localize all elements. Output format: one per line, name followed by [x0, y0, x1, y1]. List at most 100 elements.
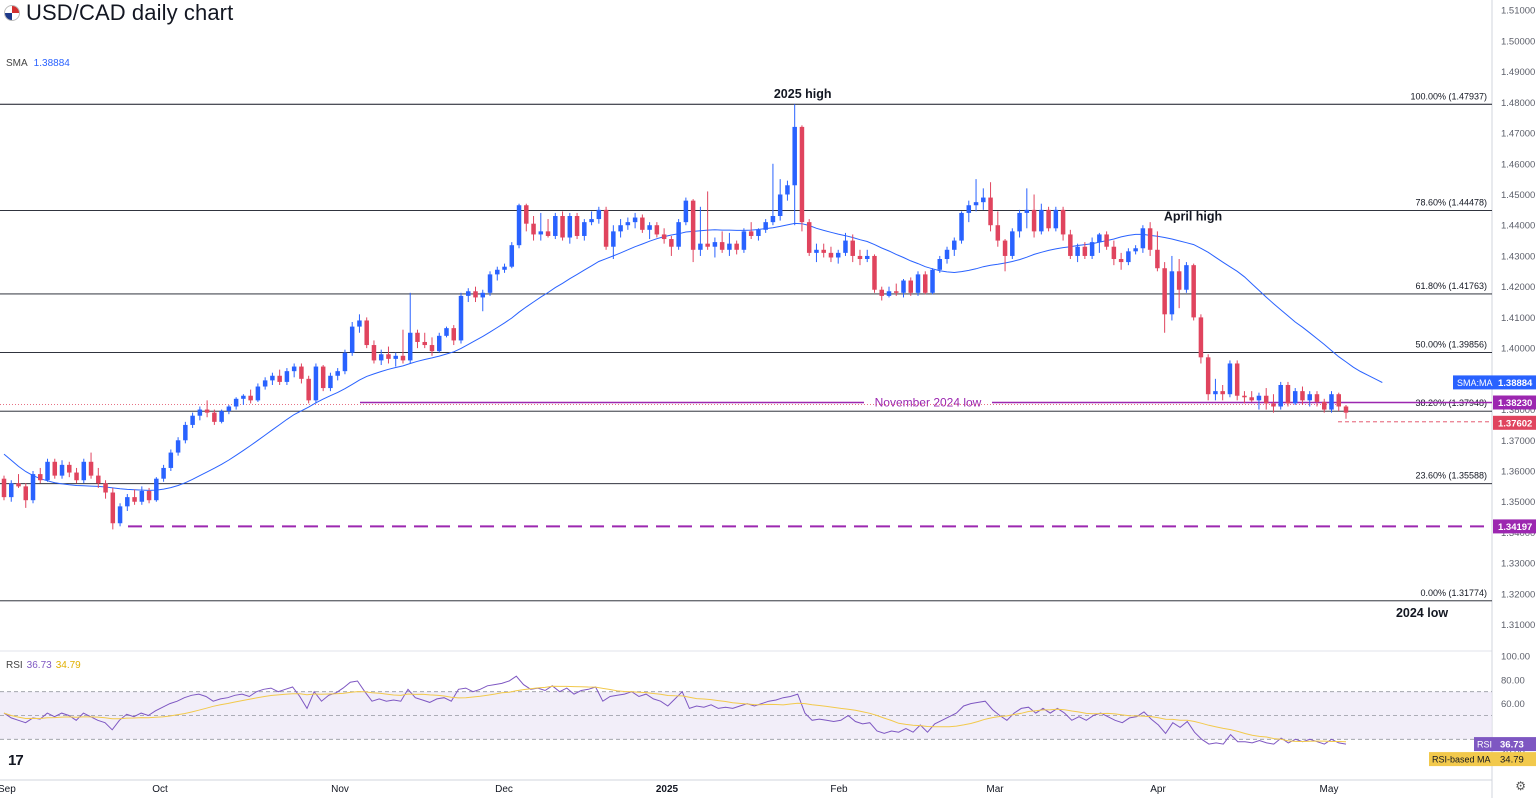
candle — [1263, 388, 1269, 410]
candle — [23, 483, 29, 508]
candle — [1256, 392, 1262, 410]
candle-body — [320, 366, 326, 389]
candle — [879, 286, 884, 301]
price-tick-label: 1.42000 — [1501, 282, 1535, 293]
candle — [9, 480, 14, 502]
candle — [952, 237, 957, 256]
candle — [1017, 209, 1022, 238]
candle — [146, 487, 152, 504]
november-low-label: November 2024 low — [875, 395, 982, 409]
candle — [1242, 391, 1247, 404]
candle-body — [270, 375, 275, 381]
candle — [756, 228, 761, 241]
candle — [1249, 391, 1254, 402]
candle — [944, 246, 950, 264]
candle — [857, 249, 863, 266]
rsi-tick-label: 60.00 — [1501, 699, 1525, 710]
candle-body — [901, 280, 906, 293]
price-tick-label: 1.37000 — [1501, 436, 1535, 447]
candle-body — [879, 289, 884, 296]
candle — [538, 212, 544, 241]
candle-body — [277, 375, 282, 382]
candle — [1126, 248, 1131, 266]
candle-body — [96, 475, 101, 484]
candle-body — [944, 249, 950, 260]
candle-body — [777, 194, 783, 216]
candle-body — [1097, 234, 1102, 243]
candle — [393, 352, 398, 367]
candle-body — [219, 411, 224, 422]
candle-body — [1060, 209, 1066, 235]
candle — [139, 486, 145, 505]
candle-body — [574, 216, 580, 236]
candle — [1184, 262, 1189, 293]
candle — [212, 409, 217, 425]
rsi-legend-label: RSI — [6, 660, 23, 671]
candle — [495, 266, 500, 281]
candle — [785, 180, 790, 201]
sma-line — [3, 222, 1383, 491]
candle-body — [1111, 246, 1117, 260]
candle — [603, 206, 609, 250]
candle — [705, 191, 710, 250]
candle-body — [248, 395, 253, 401]
candle — [835, 249, 841, 264]
candle-body — [1176, 271, 1182, 290]
sma-price-tag-label: SMA:MA — [1457, 378, 1493, 388]
candle — [1053, 206, 1059, 232]
candle-body — [915, 274, 921, 293]
candle-body — [328, 375, 333, 389]
time-axis-label: Dec — [495, 784, 513, 795]
candle-body — [52, 461, 58, 476]
candle — [270, 372, 275, 385]
candle — [806, 219, 812, 256]
price-tick-label: 1.48000 — [1501, 98, 1535, 109]
rsi-legend-value: 36.73 — [26, 660, 52, 671]
candle-body — [1263, 395, 1269, 404]
candle-body — [603, 209, 609, 247]
time-axis-label: Nov — [331, 784, 349, 795]
rsi-line — [3, 675, 1347, 745]
candle — [669, 235, 674, 256]
candle — [74, 467, 79, 484]
gear-icon[interactable]: ⚙ — [1515, 779, 1526, 793]
candle — [828, 246, 834, 263]
sma-legend-label: SMA — [6, 58, 28, 69]
candle — [1220, 384, 1225, 401]
candle-body — [741, 231, 747, 250]
candle-body — [9, 483, 14, 498]
candle-body — [981, 197, 986, 203]
candle — [748, 222, 754, 240]
candle — [814, 243, 819, 263]
candle-body — [415, 332, 420, 342]
rsi-legend[interactable]: RSI 36.73 34.79 — [6, 660, 81, 671]
candle — [792, 104, 797, 226]
price-tick-label: 1.47000 — [1501, 129, 1535, 140]
candle — [226, 404, 232, 415]
candle-body — [1292, 391, 1298, 404]
tradingview-logo-icon[interactable]: 17 — [8, 752, 24, 769]
candle — [1104, 231, 1109, 250]
low-support-price-tag: 1.34197 — [1498, 522, 1532, 533]
candle-body — [864, 255, 870, 260]
candle-body — [146, 490, 152, 501]
candle — [1336, 392, 1341, 412]
candle-body — [1249, 397, 1254, 401]
candle-body — [23, 486, 29, 501]
price-tick-label: 1.40000 — [1501, 344, 1535, 355]
candle — [400, 329, 406, 364]
candle — [727, 232, 732, 256]
sma-legend[interactable]: SMA 1.38884 — [6, 58, 70, 69]
candle — [277, 369, 282, 385]
candle — [1343, 404, 1349, 419]
candle — [843, 232, 848, 256]
candle-body — [516, 205, 522, 246]
candle — [661, 228, 667, 244]
candle — [640, 214, 645, 233]
candle-body — [1039, 209, 1044, 232]
rsi-ma-tag-label: RSI-based MA — [1432, 755, 1491, 765]
candle — [1111, 240, 1117, 266]
candle-body — [1031, 209, 1037, 232]
candle — [872, 254, 877, 293]
